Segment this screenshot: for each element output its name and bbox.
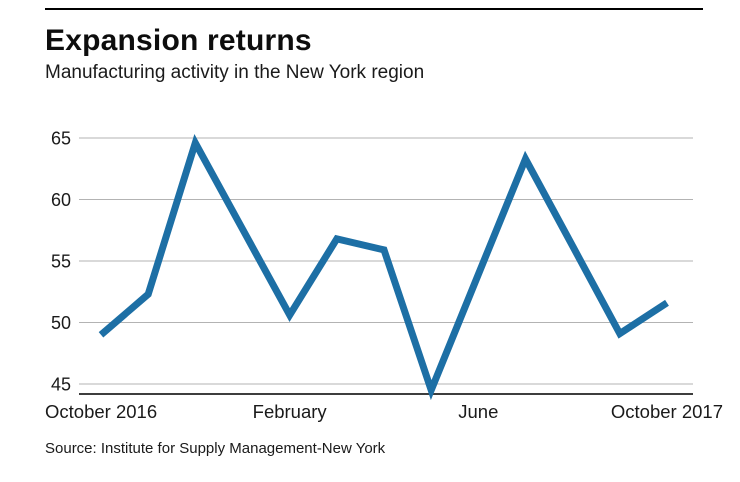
top-divider-rule [45, 8, 703, 10]
x-tick-label: February [253, 401, 328, 422]
x-tick-label: October 2017 [611, 401, 723, 422]
chart-subtitle: Manufacturing activity in the New York r… [45, 62, 425, 83]
x-tick-label: June [458, 401, 498, 422]
y-tick-label: 65 [51, 129, 71, 149]
data-line-series [98, 133, 669, 401]
y-tick-label: 45 [51, 375, 71, 395]
y-tick-label: 55 [51, 252, 71, 272]
chart-source: Source: Institute for Supply Management-… [45, 440, 386, 457]
chart-title: Expansion returns [45, 24, 312, 57]
x-tick-label: October 2016 [45, 401, 157, 422]
line-chart: 45 50 55 60 65 October 2016 February June Octobe… [45, 129, 723, 423]
y-tick-label: 60 [51, 190, 71, 210]
y-tick-label: 50 [51, 313, 71, 333]
